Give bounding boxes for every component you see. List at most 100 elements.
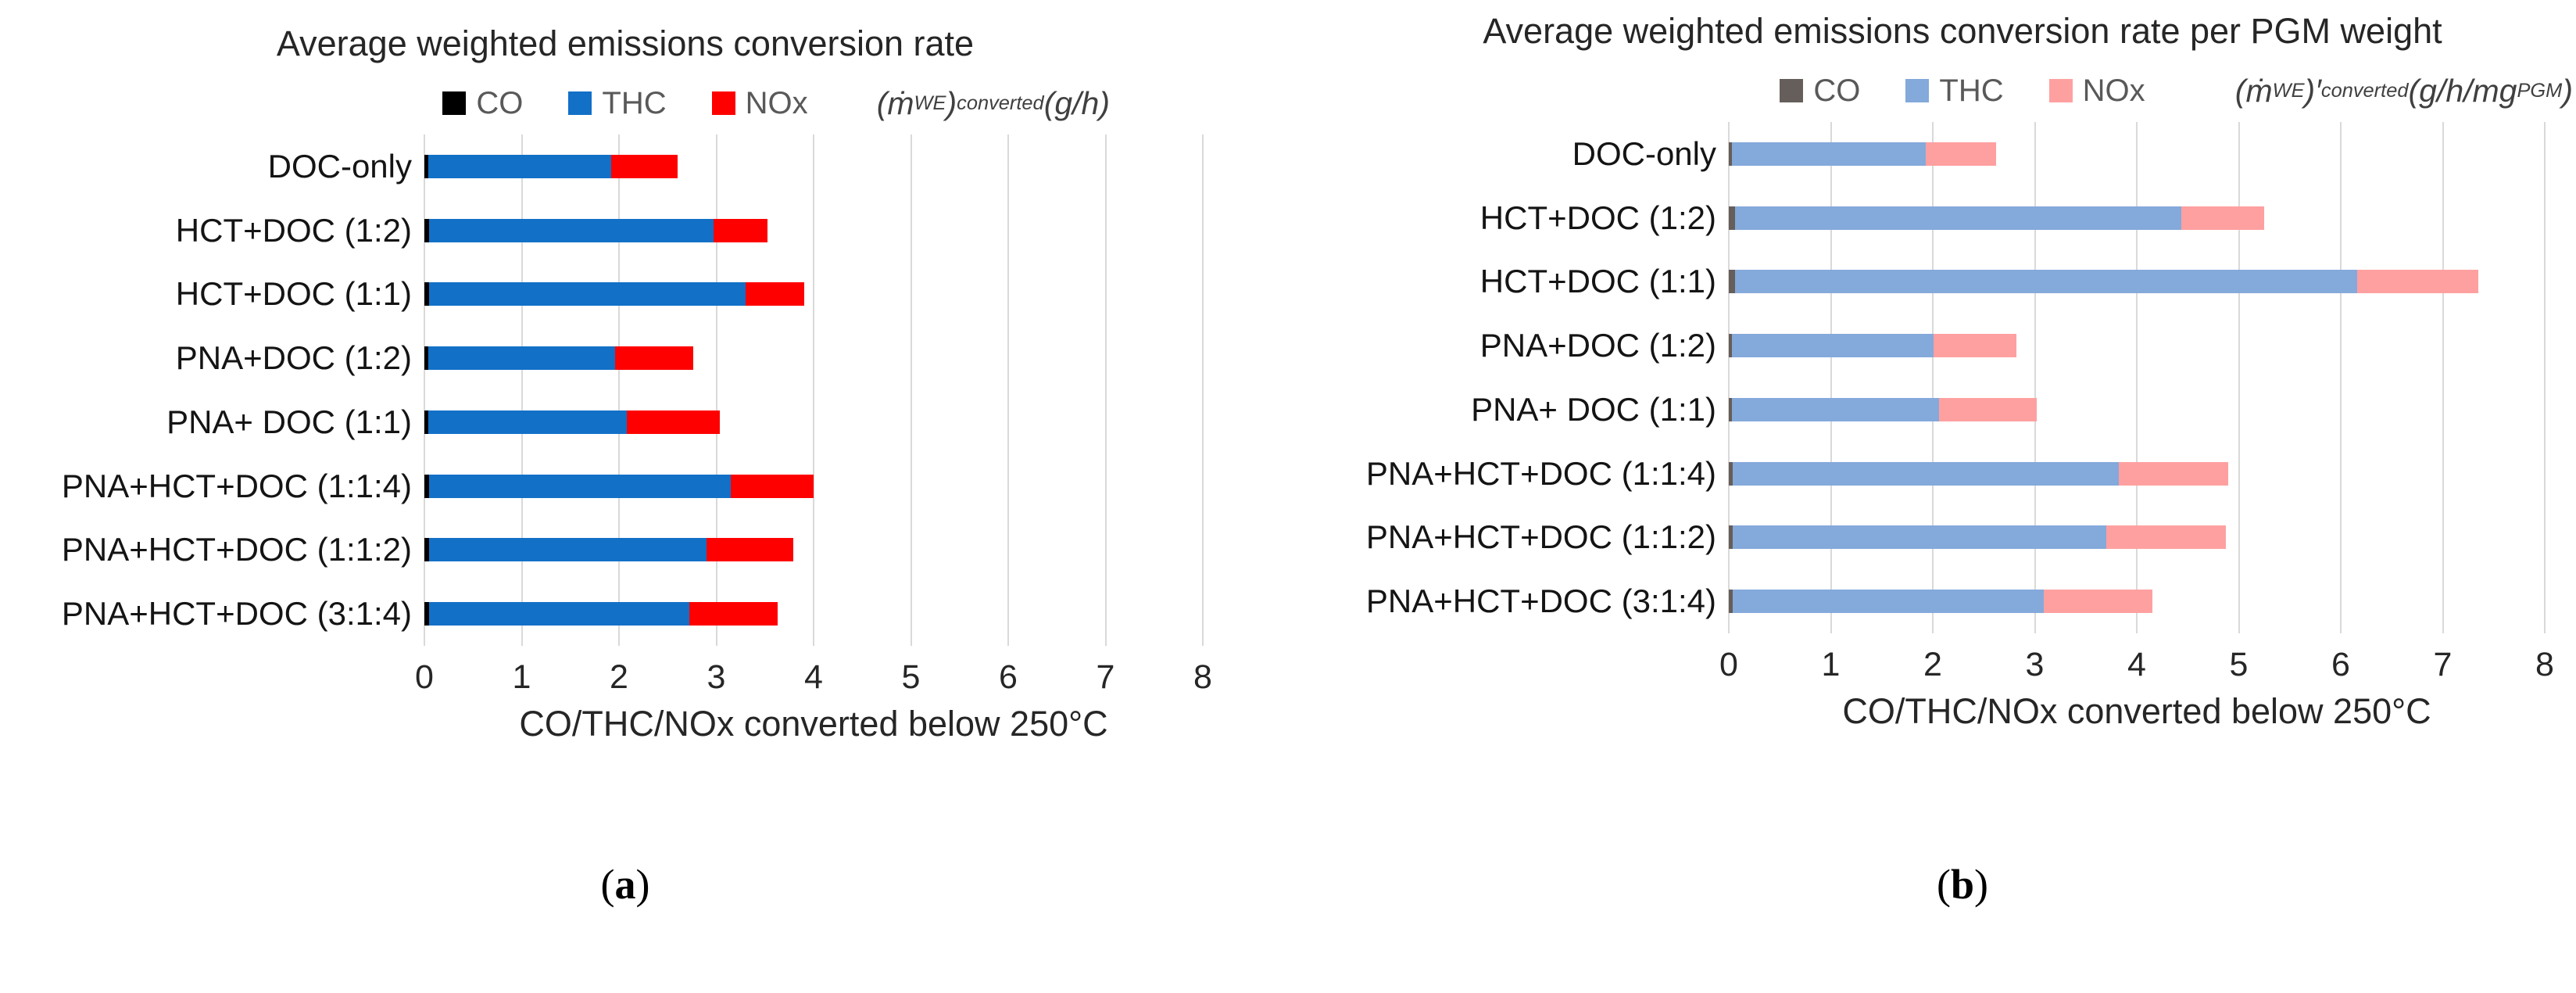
legend-label-thc: THC bbox=[1939, 73, 2004, 108]
units-segment: ṁ bbox=[887, 84, 914, 121]
bar-segment-nox bbox=[713, 218, 768, 242]
chart-b-x-axis-title: CO/THC/NOx converted below 250°C bbox=[1842, 691, 2431, 731]
x-tick-label-4: 4 bbox=[804, 658, 823, 696]
bar-row bbox=[1729, 569, 2545, 633]
x-tick-label-7: 7 bbox=[1096, 658, 1115, 696]
stacked-bar bbox=[424, 346, 1203, 371]
x-tick-label-8: 8 bbox=[1193, 658, 1212, 696]
legend-swatch-co bbox=[442, 91, 467, 115]
bar-segment-thc bbox=[428, 154, 612, 178]
bar-rows bbox=[424, 134, 1203, 646]
units-segment: ) bbox=[946, 84, 957, 121]
gridline-4 bbox=[813, 134, 814, 646]
bar-segment-thc bbox=[429, 218, 714, 242]
legend-swatch-thc bbox=[1905, 79, 1930, 102]
gridline-1 bbox=[521, 134, 523, 646]
bar-segment-co bbox=[424, 346, 428, 371]
bar-row bbox=[1729, 250, 2545, 314]
bar-segment-co bbox=[1729, 461, 1733, 486]
chart-a-category-labels: DOC-only HCT+DOC (1:2) HCT+DOC (1:1) PNA+DO… bbox=[23, 134, 424, 646]
legend-swatch-nox bbox=[711, 91, 735, 115]
bar-segment-co bbox=[424, 154, 428, 178]
stacked-bar bbox=[424, 410, 1203, 434]
bar-row bbox=[1729, 442, 2545, 506]
bar-row bbox=[424, 454, 1203, 518]
bar-segment-thc bbox=[1733, 461, 2119, 486]
x-tick-label-3: 3 bbox=[707, 658, 726, 696]
category-label: HCT+DOC (1:1) bbox=[1479, 263, 1716, 300]
stacked-bar bbox=[1729, 206, 2545, 230]
category-label: PNA+HCT+DOC (1:1:4) bbox=[1365, 454, 1716, 492]
chart-b: Average weighted emissions conversion ra… bbox=[1349, 0, 2576, 744]
chart-b-plot-area bbox=[1728, 122, 2546, 633]
legend-swatch-co bbox=[1780, 79, 1804, 102]
bar-segment-nox bbox=[611, 154, 678, 178]
chart-a-units-label: (ṁ WE) converted (g/h) bbox=[876, 84, 1110, 121]
bar-segment-co bbox=[424, 602, 430, 626]
chart-b-x-axis: 0 1 2 3 4 5 6 7 8 bbox=[1719, 646, 2554, 683]
bar-segment-thc bbox=[428, 346, 615, 371]
category-label: HCT+DOC (1:2) bbox=[1479, 199, 1716, 236]
stacked-bar bbox=[424, 602, 1203, 626]
bar-segment-co bbox=[1729, 206, 1735, 230]
chart-a-title: Average weighted emissions conversion ra… bbox=[276, 23, 975, 63]
units-segment: )′ bbox=[2304, 72, 2321, 109]
gridline-5 bbox=[2238, 122, 2240, 633]
legend-item-co: CO bbox=[442, 86, 523, 121]
x-tick-label-0: 0 bbox=[415, 658, 434, 696]
chart-b-legend-row: CO THC NOx (ṁ WE)′ converted (g/h/mg PGM) bbox=[1349, 70, 2576, 111]
category-label: PNA+ DOC (1:1) bbox=[1471, 390, 1716, 428]
units-segment: (g/h/mg bbox=[2408, 72, 2517, 109]
bar-segment-nox bbox=[731, 474, 814, 498]
x-tick-label-2: 2 bbox=[1923, 646, 1942, 683]
stacked-bar bbox=[1729, 397, 2545, 421]
bar-segment-nox bbox=[689, 602, 778, 626]
category-label: HCT+DOC (1:1) bbox=[175, 275, 412, 313]
x-tick-label-6: 6 bbox=[2331, 646, 2350, 683]
stacked-bar bbox=[424, 474, 1203, 498]
bar-segment-nox bbox=[1925, 142, 1996, 166]
bar-segment-co bbox=[1729, 334, 1732, 358]
x-tick-label-4: 4 bbox=[2127, 646, 2146, 683]
x-tick-label-1: 1 bbox=[512, 658, 531, 696]
stacked-bar bbox=[1729, 270, 2545, 294]
legend-item-thc: THC bbox=[1905, 73, 2004, 109]
bar-segment-co bbox=[424, 282, 430, 307]
bar-segment-thc bbox=[1731, 397, 1939, 421]
bar-row bbox=[1729, 506, 2545, 570]
category-label: PNA+HCT+DOC (1:1:2) bbox=[61, 531, 412, 568]
chart-b-units-label: (ṁ WE)′ converted (g/h/mg PGM) bbox=[2234, 72, 2573, 109]
bar-row bbox=[424, 518, 1203, 583]
bar-segment-co bbox=[1729, 142, 1732, 166]
stacked-bar bbox=[1729, 142, 2545, 166]
category-label: PNA+DOC (1:2) bbox=[1479, 327, 1716, 364]
category-label: PNA+HCT+DOC (1:1:4) bbox=[61, 467, 412, 504]
bar-row bbox=[424, 263, 1203, 327]
gridline-8 bbox=[1202, 134, 1204, 646]
stacked-bar bbox=[1729, 525, 2545, 550]
bar-segment-co bbox=[1729, 397, 1732, 421]
bar-segment-co bbox=[1729, 590, 1733, 614]
bar-segment-thc bbox=[1731, 142, 1926, 166]
chart-a: Average weighted emissions conversion ra… bbox=[23, 0, 1227, 744]
stacked-bar bbox=[424, 282, 1203, 307]
bar-row bbox=[424, 199, 1203, 263]
bar-row bbox=[424, 390, 1203, 454]
chart-a-plot-area bbox=[424, 134, 1204, 646]
chart-a-legend-row: CO THC NOx (ṁ WE) converted (g/h) bbox=[23, 83, 1227, 124]
gridline-7 bbox=[1104, 134, 1107, 646]
bar-row bbox=[424, 134, 1203, 199]
legend-label-nox: NOx bbox=[745, 85, 808, 120]
x-tick-label-5: 5 bbox=[901, 658, 921, 696]
bar-segment-thc bbox=[1731, 334, 1934, 358]
chart-a-body: DOC-only HCT+DOC (1:2) HCT+DOC (1:1) PNA+DO… bbox=[23, 134, 1227, 744]
caption-b: (b) bbox=[1349, 860, 2576, 909]
gridline-0 bbox=[424, 134, 425, 646]
gridline-2 bbox=[1932, 122, 1934, 633]
chart-b-title: Average weighted emissions conversion ra… bbox=[1483, 11, 2442, 51]
legend-label-co: CO bbox=[476, 85, 524, 120]
chart-b-category-labels: DOC-only HCT+DOC (1:2) HCT+DOC (1:1) PNA+DO… bbox=[1349, 122, 1729, 633]
bar-segment-thc bbox=[429, 602, 689, 626]
stacked-bar bbox=[1729, 334, 2545, 358]
bar-segment-nox bbox=[2044, 590, 2152, 614]
